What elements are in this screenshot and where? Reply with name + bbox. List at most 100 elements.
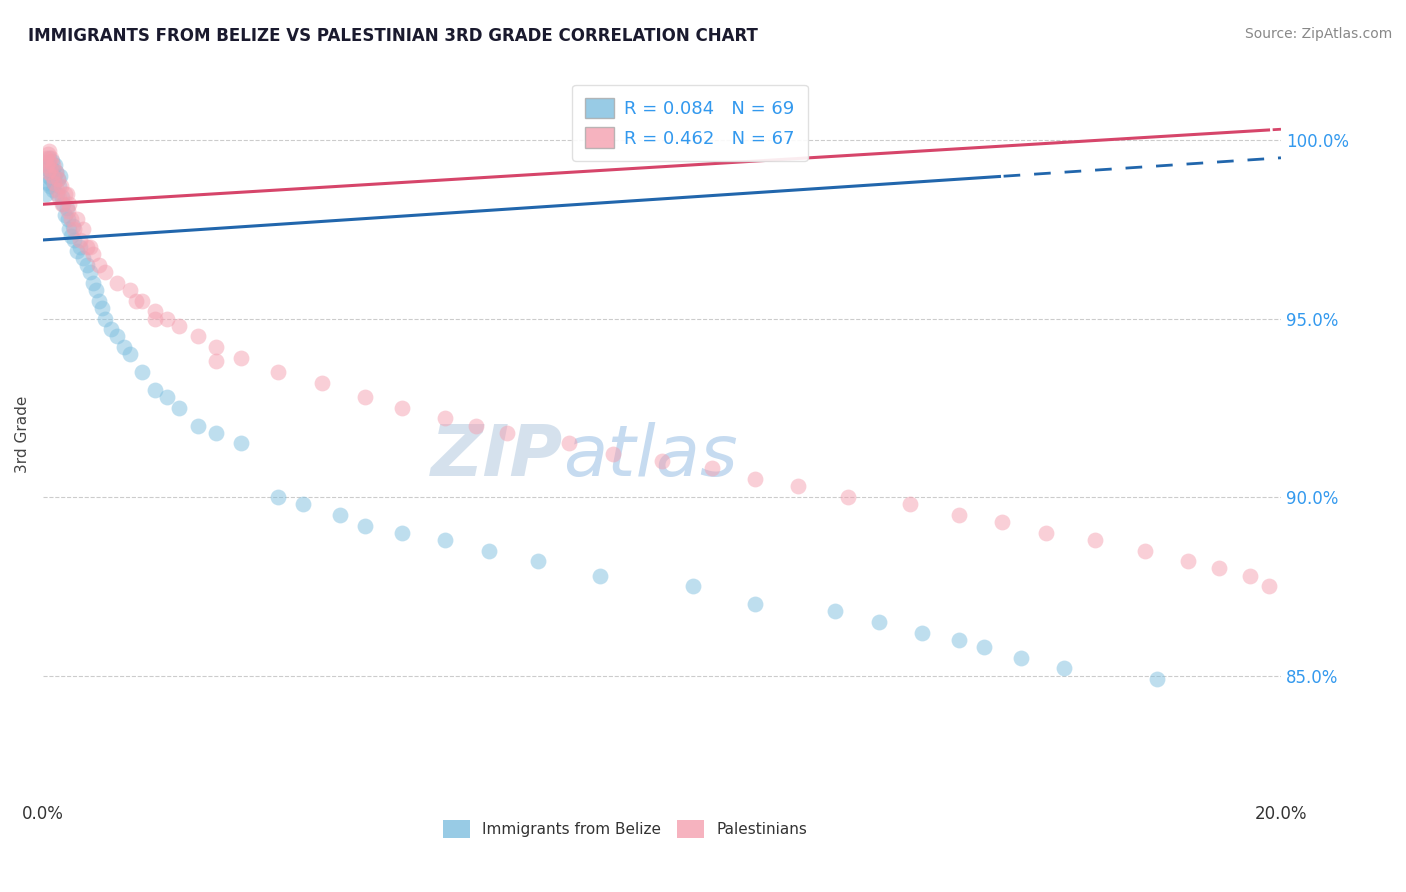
- Point: [1146, 672, 1168, 686]
- Point: [1208, 561, 1230, 575]
- Point: [38, 154, 60, 169]
- Point: [118, 283, 141, 297]
- Point: [787, 479, 810, 493]
- Point: [1053, 661, 1076, 675]
- Point: [79, 265, 101, 279]
- Point: [35, 161, 58, 176]
- Point: [948, 632, 970, 647]
- Point: [156, 311, 179, 326]
- Point: [1035, 525, 1057, 540]
- Point: [602, 447, 624, 461]
- Point: [37, 165, 59, 179]
- Point: [39, 165, 62, 179]
- Point: [45, 165, 67, 179]
- Point: [100, 322, 122, 336]
- Point: [948, 508, 970, 522]
- Point: [744, 472, 766, 486]
- Point: [69, 240, 91, 254]
- Point: [39, 172, 62, 186]
- Point: [35, 151, 58, 165]
- Point: [465, 418, 488, 433]
- Point: [76, 258, 98, 272]
- Point: [991, 515, 1014, 529]
- Y-axis label: 3rd Grade: 3rd Grade: [15, 396, 30, 474]
- Point: [205, 354, 228, 368]
- Point: [824, 604, 846, 618]
- Point: [55, 201, 77, 215]
- Point: [156, 390, 179, 404]
- Point: [700, 461, 723, 475]
- Point: [41, 169, 63, 183]
- Point: [527, 554, 550, 568]
- Point: [44, 158, 66, 172]
- Point: [41, 154, 63, 169]
- Text: ZIP: ZIP: [430, 422, 562, 491]
- Point: [354, 518, 377, 533]
- Point: [72, 251, 94, 265]
- Text: IMMIGRANTS FROM BELIZE VS PALESTINIAN 3RD GRADE CORRELATION CHART: IMMIGRANTS FROM BELIZE VS PALESTINIAN 3R…: [28, 27, 758, 45]
- Point: [37, 147, 59, 161]
- Point: [38, 151, 60, 165]
- Point: [391, 401, 413, 415]
- Point: [35, 186, 58, 201]
- Point: [48, 179, 70, 194]
- Point: [143, 383, 166, 397]
- Point: [60, 211, 83, 226]
- Point: [72, 222, 94, 236]
- Point: [45, 165, 67, 179]
- Point: [53, 208, 76, 222]
- Text: Source: ZipAtlas.com: Source: ZipAtlas.com: [1244, 27, 1392, 41]
- Point: [478, 543, 501, 558]
- Point: [87, 258, 110, 272]
- Point: [1257, 579, 1279, 593]
- Point: [45, 186, 67, 201]
- Point: [44, 176, 66, 190]
- Point: [187, 329, 209, 343]
- Point: [82, 247, 104, 261]
- Point: [49, 169, 72, 183]
- Point: [267, 490, 290, 504]
- Point: [911, 625, 934, 640]
- Point: [1010, 650, 1032, 665]
- Point: [49, 179, 72, 194]
- Point: [267, 365, 290, 379]
- Point: [169, 401, 191, 415]
- Point: [837, 490, 859, 504]
- Point: [39, 151, 62, 165]
- Point: [66, 244, 89, 258]
- Point: [51, 197, 73, 211]
- Point: [79, 240, 101, 254]
- Point: [53, 186, 76, 201]
- Point: [205, 340, 228, 354]
- Point: [1133, 543, 1156, 558]
- Point: [52, 197, 75, 211]
- Point: [329, 508, 352, 522]
- Point: [66, 211, 89, 226]
- Point: [125, 293, 148, 308]
- Point: [434, 411, 457, 425]
- Point: [131, 365, 153, 379]
- Point: [35, 158, 58, 172]
- Point: [39, 179, 62, 194]
- Point: [48, 190, 70, 204]
- Point: [1084, 533, 1107, 547]
- Point: [46, 172, 69, 186]
- Point: [42, 169, 65, 183]
- Point: [107, 329, 129, 343]
- Point: [1239, 568, 1261, 582]
- Point: [63, 233, 86, 247]
- Point: [58, 222, 80, 236]
- Point: [589, 568, 612, 582]
- Point: [37, 169, 59, 183]
- Point: [143, 304, 166, 318]
- Point: [55, 186, 77, 201]
- Point: [38, 144, 60, 158]
- Point: [87, 293, 110, 308]
- Point: [187, 418, 209, 433]
- Point: [51, 190, 73, 204]
- Point: [311, 376, 333, 390]
- Point: [107, 276, 129, 290]
- Point: [82, 276, 104, 290]
- Legend: R = 0.084   N = 69, R = 0.462   N = 67: R = 0.084 N = 69, R = 0.462 N = 67: [572, 85, 807, 161]
- Point: [118, 347, 141, 361]
